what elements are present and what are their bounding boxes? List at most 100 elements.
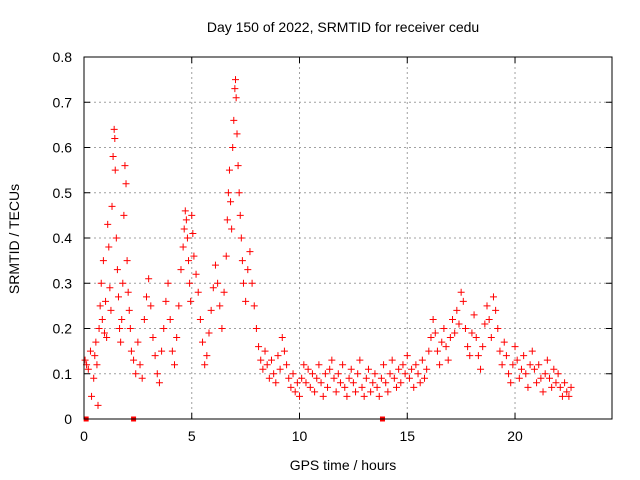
data-point xyxy=(552,379,560,387)
data-point xyxy=(311,388,319,396)
data-point xyxy=(530,365,538,373)
data-point xyxy=(223,216,231,224)
data-point xyxy=(104,220,112,228)
data-point xyxy=(535,361,543,369)
data-point xyxy=(257,356,265,364)
data-point xyxy=(481,320,489,328)
data-point xyxy=(492,306,500,314)
data-point xyxy=(246,248,254,256)
data-point xyxy=(306,383,314,391)
data-point xyxy=(124,288,132,296)
data-point xyxy=(362,374,370,382)
data-point xyxy=(507,379,515,387)
data-point xyxy=(236,211,244,219)
data-point xyxy=(100,329,108,337)
y-tick-label: 0.5 xyxy=(53,185,73,201)
data-point xyxy=(95,325,103,332)
data-point xyxy=(509,361,517,369)
x-tick-label: 20 xyxy=(507,428,523,444)
data-point xyxy=(166,315,174,323)
data-point xyxy=(230,116,238,124)
data-point xyxy=(142,293,150,301)
data-point xyxy=(111,134,119,142)
data-point xyxy=(81,356,89,364)
data-point xyxy=(382,379,390,387)
data-point xyxy=(121,162,129,170)
data-point xyxy=(567,383,575,391)
data-point xyxy=(183,234,191,242)
data-point xyxy=(513,356,521,364)
data-point xyxy=(487,334,495,342)
data-point xyxy=(408,365,416,373)
data-point xyxy=(138,374,146,382)
data-point xyxy=(278,334,286,342)
axis-ticks: 0 0.1 0.2 0.3 0.4 0.5 0.6 0.7 0.8 0 5 10 15 20 xyxy=(53,49,612,444)
data-point xyxy=(418,356,426,364)
data-point xyxy=(474,352,482,360)
data-point xyxy=(187,297,195,305)
x-tick-label: 5 xyxy=(188,428,196,444)
data-point xyxy=(500,338,508,346)
data-point xyxy=(319,392,327,400)
data-point xyxy=(543,356,551,364)
data-point xyxy=(192,270,200,278)
data-point xyxy=(528,347,536,355)
x-tick-label: 0 xyxy=(80,428,88,444)
data-point xyxy=(96,302,104,310)
data-point xyxy=(220,288,228,296)
data-point xyxy=(455,320,463,328)
data-point xyxy=(287,383,295,391)
data-point xyxy=(524,383,532,391)
data-point xyxy=(451,329,459,337)
x-tick-label: 15 xyxy=(399,428,415,444)
data-point xyxy=(190,252,198,260)
data-point xyxy=(485,315,493,323)
data-point xyxy=(110,125,118,133)
data-point xyxy=(489,293,497,301)
data-point xyxy=(496,347,504,355)
data-point xyxy=(533,379,541,387)
data-point xyxy=(296,392,304,400)
data-point xyxy=(395,365,403,373)
data-point xyxy=(317,379,325,387)
data-point xyxy=(149,334,157,342)
data-point xyxy=(248,279,256,287)
data-point xyxy=(505,370,513,378)
data-point xyxy=(145,275,153,283)
data-point xyxy=(127,347,135,355)
data-point xyxy=(386,370,394,378)
data-point xyxy=(556,383,564,391)
data-point xyxy=(238,257,246,265)
y-tick-label: 0 xyxy=(64,411,72,427)
data-point xyxy=(175,302,183,310)
data-point xyxy=(123,257,131,265)
data-point xyxy=(339,361,347,369)
data-point xyxy=(239,279,247,287)
data-point xyxy=(410,383,418,391)
data-point xyxy=(227,198,235,206)
data-point xyxy=(205,329,213,337)
data-point xyxy=(126,325,134,332)
data-point xyxy=(214,279,222,287)
data-point xyxy=(97,279,105,287)
data-point xyxy=(147,302,155,310)
data-point xyxy=(558,392,566,400)
data-point xyxy=(438,338,446,346)
data-point xyxy=(440,325,448,332)
data-point xyxy=(388,356,396,364)
data-point xyxy=(466,352,474,360)
data-point xyxy=(107,306,115,314)
data-point xyxy=(224,189,232,197)
data-point xyxy=(209,284,217,292)
data-point xyxy=(122,180,130,188)
data-point xyxy=(263,361,271,369)
data-point xyxy=(421,374,429,382)
data-point xyxy=(93,361,101,369)
data-point xyxy=(380,361,388,369)
y-tick-label: 0.1 xyxy=(53,366,73,382)
data-point xyxy=(498,361,506,369)
data-point xyxy=(289,370,297,378)
data-point xyxy=(98,315,106,323)
data-point xyxy=(255,343,263,351)
